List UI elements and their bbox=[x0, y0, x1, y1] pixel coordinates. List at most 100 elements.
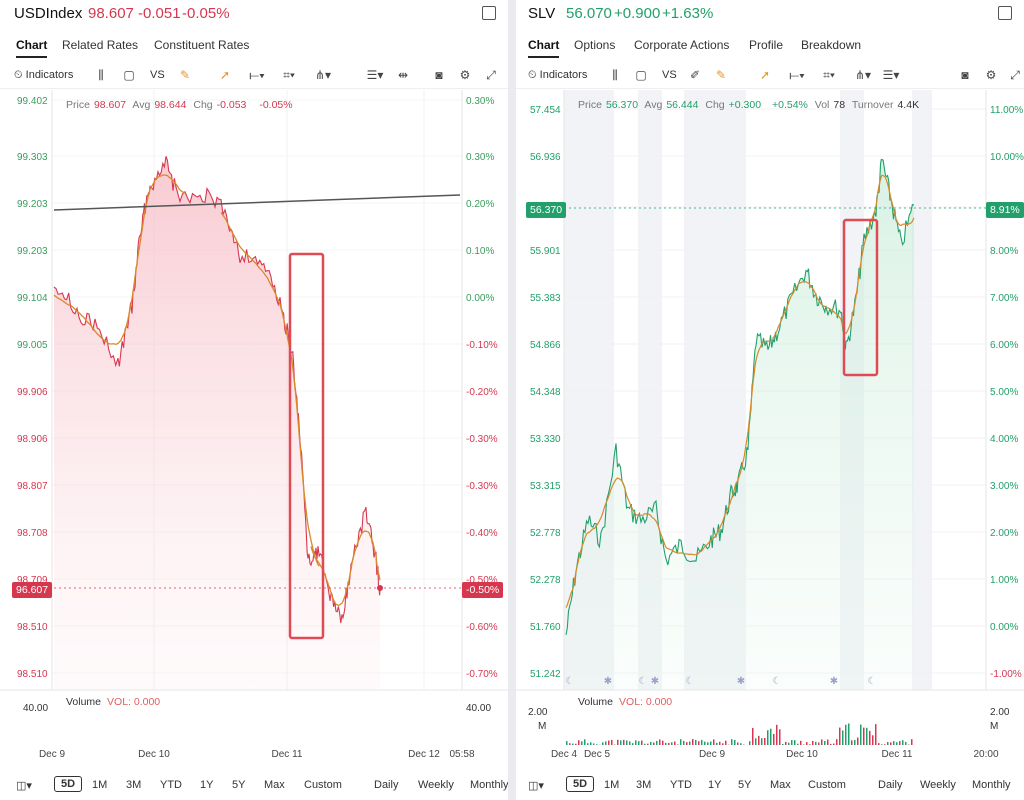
y-tick-label: 55.901 bbox=[530, 246, 561, 257]
line-tool-icon[interactable]: ⟝▾ bbox=[249, 68, 265, 82]
expand-icon[interactable] bbox=[482, 6, 496, 20]
volume-bar bbox=[596, 744, 598, 745]
divider-line bbox=[0, 88, 508, 89]
pct-tick-label: -0.30% bbox=[466, 434, 498, 445]
range-5d[interactable]: 5D bbox=[54, 776, 83, 792]
y-tick-label: 98.510 bbox=[17, 622, 48, 633]
range-3m[interactable]: 3M bbox=[636, 779, 652, 791]
volume-bar bbox=[761, 738, 763, 745]
range-1y[interactable]: 1Y bbox=[200, 779, 214, 791]
volume-bar bbox=[836, 739, 838, 745]
range-custom[interactable]: Custom bbox=[304, 779, 342, 791]
session-marker-icon: ☾ bbox=[639, 676, 648, 687]
tab-chart[interactable]: Chart bbox=[528, 38, 560, 58]
info-price: 56.370 bbox=[605, 99, 639, 111]
fullscreen-icon[interactable]: ⤢ bbox=[486, 68, 496, 82]
range-ytd[interactable]: YTD bbox=[670, 779, 692, 791]
volume-bar bbox=[641, 740, 643, 745]
range-5y[interactable]: 5Y bbox=[232, 779, 246, 791]
range-max[interactable]: Max bbox=[264, 779, 285, 791]
indicators-button[interactable]: ⏲ Indicators bbox=[528, 67, 587, 83]
interval-monthly[interactable]: Monthly bbox=[972, 779, 1011, 791]
interval-monthly[interactable]: Monthly bbox=[470, 779, 508, 791]
cursor-icon[interactable]: ➚ bbox=[219, 68, 231, 82]
range-5y[interactable]: 5Y bbox=[738, 779, 752, 791]
volume-title: Volume VOL: 0.000 bbox=[578, 696, 672, 708]
range-max[interactable]: Max bbox=[770, 779, 791, 791]
volume-bar bbox=[650, 741, 652, 745]
interval-weekly[interactable]: Weekly bbox=[920, 779, 956, 791]
vs-button[interactable]: VS bbox=[150, 69, 165, 81]
pattern-tool-icon[interactable]: ⋔▾ bbox=[314, 68, 332, 82]
pct-tick-label: 3.00% bbox=[990, 481, 1018, 492]
volume-bar bbox=[689, 741, 691, 745]
draw-icon[interactable]: ✐ bbox=[689, 68, 701, 82]
tab-related-rates[interactable]: Related Rates bbox=[62, 38, 139, 52]
tab-breakdown[interactable]: Breakdown bbox=[801, 38, 862, 52]
volume-bar bbox=[839, 727, 841, 745]
indicators-button[interactable]: ⏲ Indicators bbox=[14, 67, 73, 83]
price-chart[interactable]: 99.402 99.303 99.203 99.203 99.104 99.005 99.9… bbox=[0, 90, 508, 760]
layout-toggle-icon[interactable]: ◫▾ bbox=[16, 780, 32, 792]
range-5d[interactable]: 5D bbox=[566, 776, 595, 792]
fullscreen-icon[interactable]: ⤢ bbox=[1010, 68, 1020, 82]
volume-bar bbox=[623, 739, 625, 745]
interval-weekly[interactable]: Weekly bbox=[418, 779, 454, 791]
gear-icon[interactable]: ⚙ bbox=[459, 68, 471, 82]
range-1m[interactable]: 1M bbox=[92, 779, 108, 791]
tab-profile[interactable]: Profile bbox=[749, 38, 784, 52]
shape-tool-icon[interactable]: ⌗▾ bbox=[823, 68, 835, 82]
square-icon[interactable]: ▢ bbox=[123, 68, 135, 82]
pattern-tool-icon[interactable]: ⋔▾ bbox=[854, 68, 872, 82]
camera-icon[interactable]: ◙ bbox=[435, 68, 443, 82]
range-1y[interactable]: 1Y bbox=[708, 779, 722, 791]
tab-options[interactable]: Options bbox=[574, 38, 616, 52]
layout-icon[interactable]: ☰▾ bbox=[882, 68, 900, 82]
x-tick-label: Dec 10 bbox=[786, 749, 818, 760]
tab-chart[interactable]: Chart bbox=[16, 38, 48, 58]
volume-bar bbox=[905, 741, 907, 745]
pct-tick-label: 0.20% bbox=[466, 199, 494, 210]
info-vol-label: Vol bbox=[814, 99, 830, 111]
avg-line-segment bbox=[747, 339, 773, 432]
volume-bar bbox=[713, 739, 715, 745]
range-ytd[interactable]: YTD bbox=[160, 779, 182, 791]
line-tool-icon[interactable]: ⟝▾ bbox=[789, 68, 805, 82]
camera-icon[interactable]: ◙ bbox=[961, 68, 969, 82]
tab-corporate-actions[interactable]: Corporate Actions bbox=[634, 38, 730, 52]
volume-bar bbox=[851, 740, 853, 745]
gear-icon[interactable]: ⚙ bbox=[985, 68, 997, 82]
range-custom[interactable]: Custom bbox=[808, 779, 846, 791]
cursor-icon[interactable]: ➚ bbox=[759, 68, 771, 82]
candlestick-icon[interactable]: ⫼ bbox=[612, 68, 618, 82]
volume-bar bbox=[830, 743, 832, 745]
candlestick-icon[interactable]: ⫼ bbox=[98, 68, 104, 82]
volume-bar bbox=[590, 742, 592, 745]
pct-tick-label: 2.00% bbox=[990, 528, 1018, 539]
volume-bar bbox=[860, 724, 862, 745]
layout-icon[interactable]: ☰▾ bbox=[366, 68, 384, 82]
y-tick-label: 99.005 bbox=[17, 340, 48, 351]
measure-icon[interactable]: ⇹ bbox=[397, 68, 409, 82]
pen-icon[interactable]: ✎ bbox=[179, 68, 191, 82]
y-tick-label: 99.203 bbox=[17, 246, 48, 257]
layout-toggle-icon[interactable]: ◫▾ bbox=[528, 780, 544, 792]
x-tick-label: Dec 11 bbox=[272, 749, 303, 760]
range-3m[interactable]: 3M bbox=[126, 779, 142, 791]
vs-button[interactable]: VS bbox=[662, 69, 677, 81]
tab-constituent-rates[interactable]: Constituent Rates bbox=[154, 38, 250, 52]
volume-bar bbox=[902, 740, 904, 745]
title-row: SLV 56.070 +0.900 +1.63% bbox=[516, 0, 1024, 28]
interval-daily[interactable]: Daily bbox=[374, 779, 399, 791]
price-chart[interactable]: ☾✱☾✱☾✱☾✱☾57.45456.93656.37055.90155.3835… bbox=[516, 90, 1024, 760]
square-icon[interactable]: ▢ bbox=[635, 68, 647, 82]
volume-bar bbox=[572, 743, 574, 745]
pen-icon[interactable]: ✎ bbox=[715, 68, 727, 82]
range-1m[interactable]: 1M bbox=[604, 779, 620, 791]
interval-daily[interactable]: Daily bbox=[878, 779, 903, 791]
shape-tool-icon[interactable]: ⌗▾ bbox=[283, 68, 295, 82]
y-tick-label: 56.936 bbox=[530, 152, 561, 163]
expand-icon[interactable] bbox=[998, 6, 1012, 20]
volume-bar bbox=[884, 744, 886, 745]
info-price: 98.607 bbox=[93, 99, 127, 111]
